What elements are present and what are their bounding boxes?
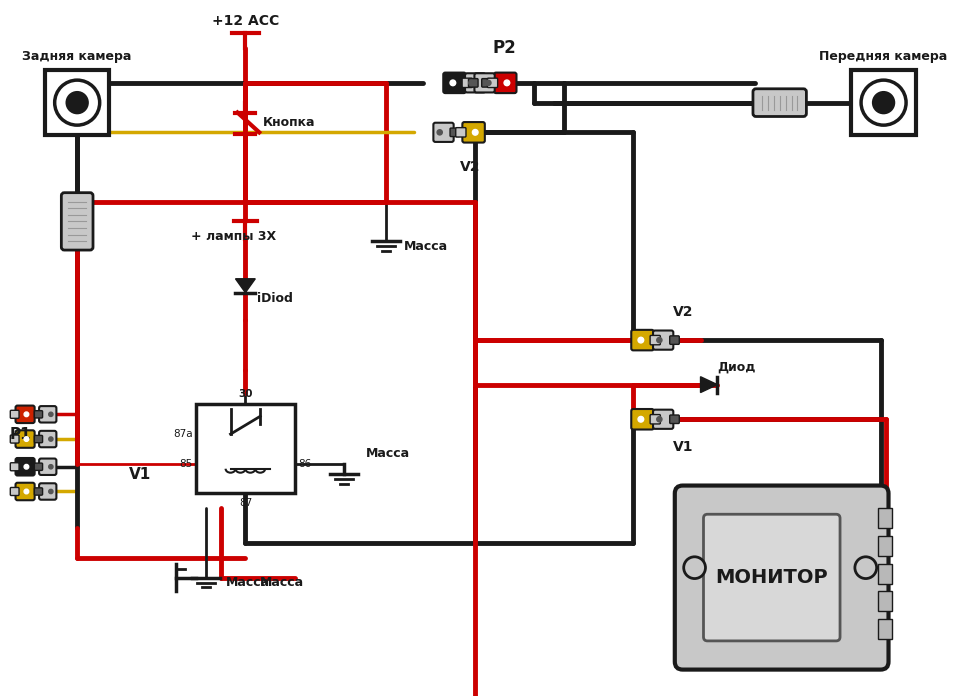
FancyBboxPatch shape bbox=[468, 78, 478, 87]
FancyBboxPatch shape bbox=[450, 128, 460, 136]
FancyBboxPatch shape bbox=[39, 483, 57, 500]
FancyBboxPatch shape bbox=[39, 406, 57, 423]
FancyBboxPatch shape bbox=[444, 73, 466, 93]
FancyBboxPatch shape bbox=[488, 78, 497, 88]
FancyBboxPatch shape bbox=[474, 74, 494, 92]
Circle shape bbox=[486, 80, 491, 85]
Circle shape bbox=[861, 80, 906, 125]
Text: МОНИТОР: МОНИТОР bbox=[715, 568, 828, 587]
FancyBboxPatch shape bbox=[753, 89, 806, 116]
FancyBboxPatch shape bbox=[11, 487, 19, 496]
FancyBboxPatch shape bbox=[462, 78, 472, 88]
Circle shape bbox=[24, 437, 29, 442]
Text: iDiod: iDiod bbox=[257, 292, 293, 305]
Text: 87: 87 bbox=[239, 498, 252, 508]
FancyBboxPatch shape bbox=[433, 122, 454, 142]
FancyBboxPatch shape bbox=[15, 458, 35, 475]
Circle shape bbox=[49, 489, 53, 493]
Text: Кнопка: Кнопка bbox=[263, 116, 316, 129]
Text: 85: 85 bbox=[180, 458, 193, 469]
Text: Масса: Масса bbox=[404, 239, 447, 253]
Text: V1: V1 bbox=[672, 440, 693, 454]
FancyBboxPatch shape bbox=[39, 458, 57, 475]
Circle shape bbox=[24, 489, 29, 493]
Polygon shape bbox=[235, 279, 255, 293]
FancyBboxPatch shape bbox=[465, 74, 486, 92]
Text: + лампы 3Х: + лампы 3Х bbox=[191, 230, 276, 243]
Text: Масса: Масса bbox=[260, 576, 304, 589]
Polygon shape bbox=[701, 377, 717, 393]
Circle shape bbox=[657, 337, 662, 343]
Circle shape bbox=[49, 437, 53, 441]
FancyBboxPatch shape bbox=[704, 514, 840, 641]
Circle shape bbox=[638, 416, 644, 422]
Circle shape bbox=[55, 80, 100, 125]
Text: V1: V1 bbox=[129, 467, 151, 482]
FancyBboxPatch shape bbox=[670, 415, 680, 424]
Text: V2: V2 bbox=[672, 305, 693, 319]
FancyBboxPatch shape bbox=[15, 405, 35, 423]
Circle shape bbox=[437, 130, 443, 135]
Text: 86: 86 bbox=[298, 458, 311, 469]
FancyBboxPatch shape bbox=[670, 336, 680, 344]
Circle shape bbox=[450, 80, 456, 85]
FancyBboxPatch shape bbox=[35, 411, 42, 418]
Text: Задняя камера: Задняя камера bbox=[22, 50, 132, 62]
Bar bbox=[45, 71, 109, 135]
Bar bbox=[877, 536, 893, 556]
FancyBboxPatch shape bbox=[35, 488, 42, 495]
Text: V2: V2 bbox=[460, 160, 480, 174]
FancyBboxPatch shape bbox=[11, 410, 19, 419]
FancyBboxPatch shape bbox=[456, 127, 466, 137]
Circle shape bbox=[24, 412, 29, 416]
Text: +12 ACC: +12 ACC bbox=[212, 15, 279, 29]
Text: 87a: 87a bbox=[174, 429, 193, 439]
Circle shape bbox=[67, 92, 87, 113]
Circle shape bbox=[657, 416, 662, 422]
Text: P2: P2 bbox=[492, 39, 516, 57]
Circle shape bbox=[874, 92, 894, 113]
FancyBboxPatch shape bbox=[653, 330, 673, 350]
FancyBboxPatch shape bbox=[11, 435, 19, 443]
FancyBboxPatch shape bbox=[494, 73, 516, 93]
Text: Передняя камера: Передняя камера bbox=[820, 50, 948, 62]
FancyBboxPatch shape bbox=[632, 330, 654, 351]
Text: Масса: Масса bbox=[226, 576, 270, 589]
Bar bbox=[877, 592, 893, 611]
FancyBboxPatch shape bbox=[11, 463, 19, 471]
FancyBboxPatch shape bbox=[35, 435, 42, 442]
Circle shape bbox=[49, 465, 53, 469]
Circle shape bbox=[504, 80, 510, 85]
Text: Масса: Масса bbox=[366, 447, 410, 461]
FancyBboxPatch shape bbox=[650, 335, 660, 345]
Circle shape bbox=[638, 337, 644, 343]
Bar bbox=[196, 405, 295, 494]
FancyBboxPatch shape bbox=[650, 414, 660, 424]
Circle shape bbox=[854, 556, 876, 579]
Circle shape bbox=[49, 412, 53, 416]
Circle shape bbox=[472, 130, 478, 135]
FancyBboxPatch shape bbox=[482, 78, 492, 87]
FancyBboxPatch shape bbox=[35, 463, 42, 470]
FancyBboxPatch shape bbox=[653, 410, 673, 429]
Bar bbox=[852, 71, 916, 135]
Circle shape bbox=[468, 80, 474, 85]
Circle shape bbox=[24, 464, 29, 469]
FancyBboxPatch shape bbox=[15, 483, 35, 500]
Bar bbox=[877, 619, 893, 639]
FancyBboxPatch shape bbox=[15, 430, 35, 448]
Bar bbox=[877, 564, 893, 584]
Text: 30: 30 bbox=[238, 389, 252, 400]
FancyBboxPatch shape bbox=[675, 486, 889, 670]
Text: Диод: Диод bbox=[717, 360, 756, 373]
FancyBboxPatch shape bbox=[61, 193, 93, 250]
Circle shape bbox=[684, 556, 706, 579]
Text: P1: P1 bbox=[10, 426, 32, 442]
FancyBboxPatch shape bbox=[463, 122, 485, 143]
FancyBboxPatch shape bbox=[39, 430, 57, 447]
FancyBboxPatch shape bbox=[632, 409, 654, 430]
Bar bbox=[877, 508, 893, 528]
